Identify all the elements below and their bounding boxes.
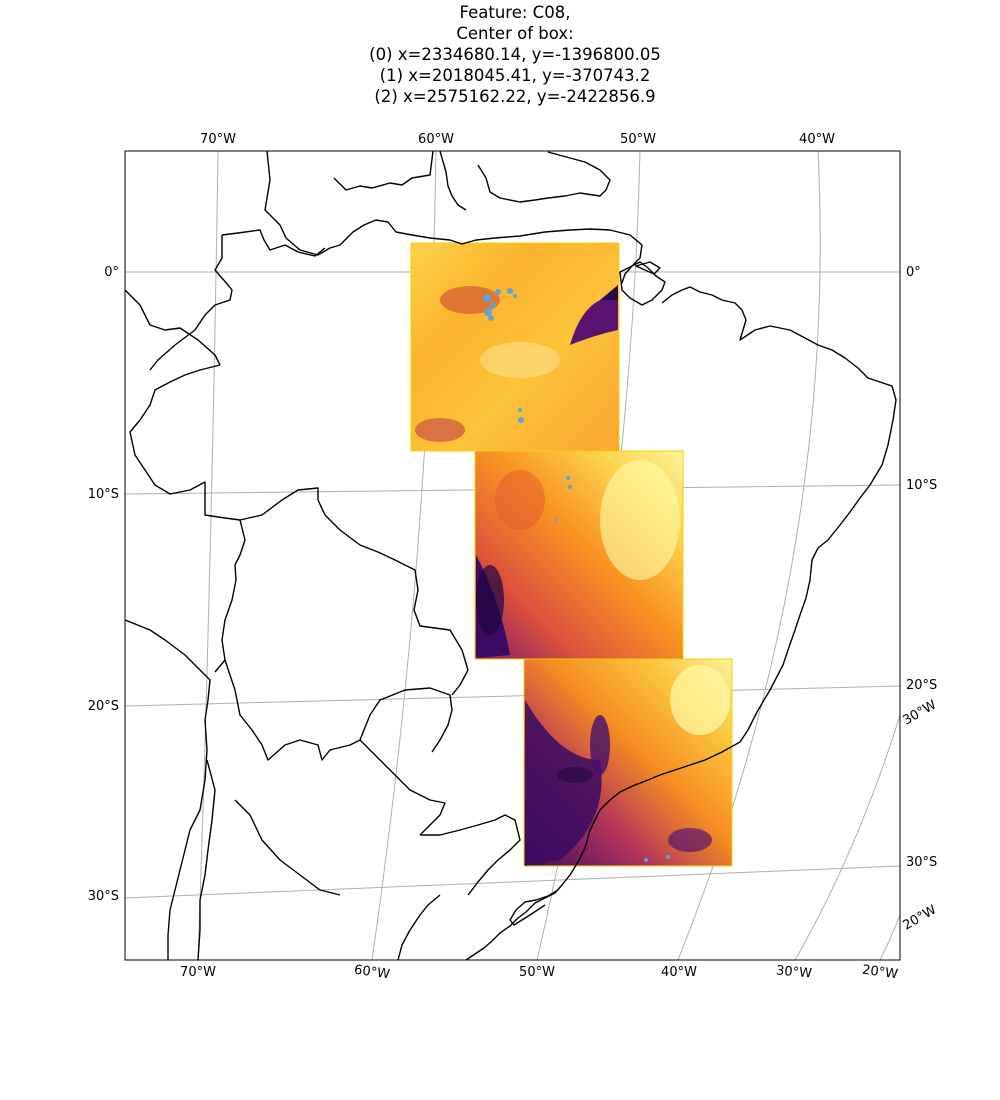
satellite-box-0 bbox=[410, 242, 620, 452]
brazil-ne-coast bbox=[525, 286, 897, 913]
tick-labels-right: 0° 10°S 20°S 30°W 30°S 20°W bbox=[901, 265, 940, 933]
peru-bolivia-border bbox=[214, 519, 246, 673]
tick-top-40w: 40°W bbox=[799, 132, 835, 147]
tick-top-50w: 50°W bbox=[620, 132, 656, 147]
tick-labels-bottom: 70°W 60°W 50°W 40°W 30°W 20°W bbox=[180, 963, 899, 983]
uruguay-argentina-border bbox=[420, 814, 521, 896]
marajo bbox=[635, 261, 661, 275]
argentina-coast-fragment bbox=[397, 894, 441, 960]
bolivia-south-border bbox=[224, 659, 361, 761]
tick-left-30s: 30°S bbox=[88, 889, 119, 904]
tick-left-10s: 10°S bbox=[88, 487, 119, 502]
tick-left-0: 0° bbox=[104, 265, 119, 280]
bolivia-brazil-border bbox=[239, 487, 469, 696]
gridline-lat-20s bbox=[125, 685, 900, 707]
tick-left-20s: 20°S bbox=[88, 699, 119, 714]
peru-brazil-border bbox=[129, 364, 241, 521]
tick-right-0: 0° bbox=[906, 265, 921, 280]
paraguay-border bbox=[359, 687, 453, 753]
cloud-mask-0 bbox=[483, 288, 524, 423]
coastlines-borders bbox=[125, 151, 897, 960]
cloud-mask-2 bbox=[644, 855, 670, 862]
suriname-outline bbox=[439, 151, 467, 211]
tick-right-30s: 30°S bbox=[906, 855, 937, 870]
figure-title: Feature: C08, Center of box: (0) x=23346… bbox=[0, 2, 1000, 107]
title-box-0: (0) x=2334680.14, y=-1396800.05 bbox=[369, 45, 661, 64]
tick-top-60w: 60°W bbox=[418, 132, 454, 147]
gridline-lon-20w bbox=[879, 914, 900, 960]
tick-bottom-70w: 70°W bbox=[180, 965, 216, 980]
tick-right-10s: 10°S bbox=[906, 478, 937, 493]
tick-bottom-50w: 50°W bbox=[519, 965, 555, 980]
tick-right-20s: 20°S bbox=[906, 678, 937, 693]
tick-labels-top: 70°W 60°W 50°W 40°W bbox=[200, 132, 835, 147]
satellite-box-2 bbox=[523, 658, 733, 867]
title-box-1: (1) x=2018045.41, y=-370743.2 bbox=[379, 66, 651, 85]
title-box-2: (2) x=2575162.22, y=-2422856.9 bbox=[374, 87, 656, 106]
venezuela-border bbox=[221, 229, 326, 257]
plata-coast bbox=[509, 889, 559, 926]
north-coast bbox=[264, 151, 643, 284]
guiana-outline bbox=[333, 151, 434, 191]
title-feature: Feature: C08, bbox=[459, 3, 571, 22]
satellite-box-1 bbox=[474, 450, 684, 660]
tick-bottom-40w: 40°W bbox=[661, 965, 697, 980]
title-center-label: Center of box: bbox=[456, 24, 574, 43]
satellite-boxes bbox=[410, 242, 733, 867]
south-coast bbox=[465, 911, 527, 960]
colombia-border bbox=[149, 235, 233, 371]
paraguay-south bbox=[359, 739, 446, 836]
french-guiana-outline bbox=[477, 151, 611, 203]
amazon-delta bbox=[619, 261, 666, 306]
map-frame bbox=[124, 150, 901, 961]
tick-top-70w: 70°W bbox=[200, 132, 236, 147]
cloud-mask-1 bbox=[554, 476, 572, 522]
tick-bottom-30w: 30°W bbox=[775, 963, 812, 981]
gridline-lat-30s bbox=[125, 865, 900, 899]
tick-bottom-20w: 20°W bbox=[861, 963, 899, 983]
tick-right-20w: 20°W bbox=[901, 902, 940, 933]
tick-right-30w: 30°W bbox=[901, 697, 940, 728]
tick-labels-left: 0° 10°S 20°S 30°S bbox=[88, 265, 119, 904]
tick-bottom-60w: 60°W bbox=[353, 963, 391, 983]
pacific-coast bbox=[125, 619, 211, 960]
chile-argentina-border bbox=[197, 759, 216, 960]
peru-ecuador-border bbox=[125, 289, 221, 366]
gridline-lon-30w bbox=[794, 714, 900, 960]
argentina-interior bbox=[234, 799, 341, 896]
